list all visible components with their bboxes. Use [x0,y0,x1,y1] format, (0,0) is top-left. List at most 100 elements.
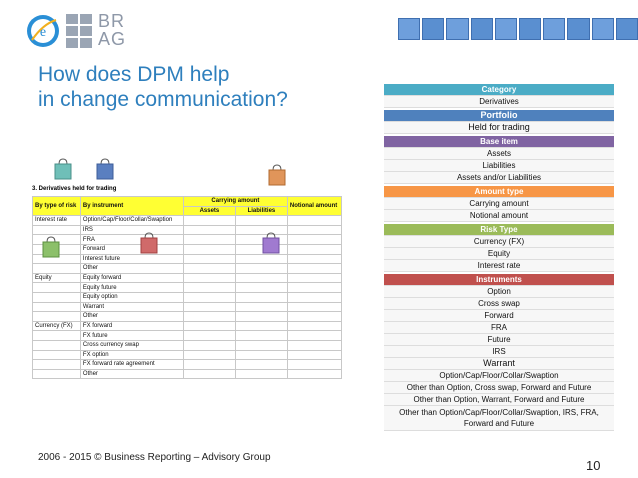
table-row: Interest future [32,253,343,265]
cell-liabilities [234,272,288,284]
cell-instrument: Equity option [79,291,184,303]
cell-notional [286,272,343,284]
cell-notional [286,291,343,303]
table-row: Cross currency swap [32,339,343,351]
panel-gap [384,134,614,136]
table-header-row: By type of risk By instrument Carrying a… [32,195,343,217]
cell-instrument: Option/Cap/Floor/Collar/Swaption [79,215,184,226]
shopping-bag-icon-green [42,236,60,258]
cell-assets [182,349,236,361]
panel-item: Warrant [384,358,614,370]
shopping-bag-icon-orange [268,164,286,186]
panel-item: Carrying amount [384,198,614,210]
panel-header-instruments: Instruments [384,274,614,286]
panel-header-risk-type: Risk Type [384,224,614,236]
panel-item: Liabilities [384,160,614,172]
table-row: Equity future [32,282,343,293]
cell-risk [32,282,81,293]
cell-notional [286,224,343,236]
cell-notional [286,359,343,370]
cell-notional [286,330,343,341]
table-row: IRS [32,224,343,236]
table-row: FX future [32,330,343,341]
cell-assets [182,339,236,351]
table-section-title: 3. Derivatives held for trading [32,186,117,192]
cell-assets [182,291,236,303]
panel-item: Assets and/or Liabilities [384,172,614,184]
table-row: Currency (FX) FX forward [32,320,343,332]
panel-item: Equity [384,248,614,260]
panel-gap [384,184,614,186]
slide-title: How does DPM help in change communicatio… [38,63,288,111]
cell-risk [32,368,81,380]
panel-header-portfolio: Portfolio [384,110,614,122]
cell-risk [32,291,81,303]
cell-instrument: Equity forward [79,272,184,284]
shopping-bag-icon-teal [54,158,72,180]
cell-liabilities [234,263,288,274]
cell-assets [182,234,236,245]
cell-liabilities [234,311,288,322]
cell-notional [286,320,343,332]
shopping-bag-icon-blue [96,158,114,180]
cell-notional [286,263,343,274]
panel-gap [384,272,614,274]
panel-item: Option [384,286,614,298]
logo-text: BR AG [98,11,127,49]
cell-liabilities [234,320,288,332]
panel-item: Other than Option, Cross swap, Forward a… [384,382,614,394]
cell-assets [182,359,236,370]
cell-notional [286,282,343,293]
cell-assets [182,368,236,380]
cell-liabilities [234,282,288,293]
shopping-bag-icon-red [140,232,158,254]
panel-header-category: Category [384,84,614,96]
cell-assets [182,311,236,322]
cell-instrument: Warrant [79,301,184,313]
cell-assets [182,215,236,226]
table-row: Interest rate Option/Cap/Floor/Collar/Swa… [32,215,343,226]
cell-notional [286,234,343,245]
cell-assets [182,330,236,341]
col-header-liabilities: Liabilities [234,205,288,217]
cell-instrument: Equity future [79,282,184,293]
footer-copyright: 2006 - 2015 © Business Reporting – Advis… [38,452,271,463]
cell-notional [286,339,343,351]
panel-item: Cross swap [384,298,614,310]
table-row: Equity option [32,291,343,303]
cell-notional [286,368,343,380]
derivatives-table: By type of risk By instrument Carrying a… [32,195,343,380]
table-row: Other [32,263,343,274]
cell-assets [182,282,236,293]
shopping-bag-icon-purple [262,232,280,254]
panel-header-amount-type: Amount type [384,186,614,198]
cell-liabilities [234,301,288,313]
table-row: FX forward rate agreement [32,359,343,370]
panel-item: Interest rate [384,260,614,272]
panel-item: IRS [384,346,614,358]
cell-risk: Interest rate [32,215,81,226]
cell-risk: Currency (FX) [32,320,81,332]
panel-header-base-item: Base item [384,136,614,148]
panel-item: FRA [384,322,614,334]
panel-item: Forward [384,310,614,322]
cell-liabilities [234,359,288,370]
cell-risk [32,359,81,370]
cell-assets [182,243,236,255]
cell-instrument: Cross currency swap [79,339,184,351]
cell-notional [286,253,343,265]
logo-grid-icon [66,14,94,48]
cell-instrument: FX option [79,349,184,361]
cell-risk [32,224,81,236]
cell-liabilities [234,330,288,341]
cell-notional [286,311,343,322]
page-number: 10 [586,458,601,473]
cell-notional [286,301,343,313]
cell-risk [32,330,81,341]
cell-assets [182,224,236,236]
panel-item: Notional amount [384,210,614,222]
col-header-assets: Assets [182,205,236,217]
panel-gap [384,222,614,224]
table-row: Equity Equity forward [32,272,343,284]
logo-e-icon: e [27,15,59,47]
